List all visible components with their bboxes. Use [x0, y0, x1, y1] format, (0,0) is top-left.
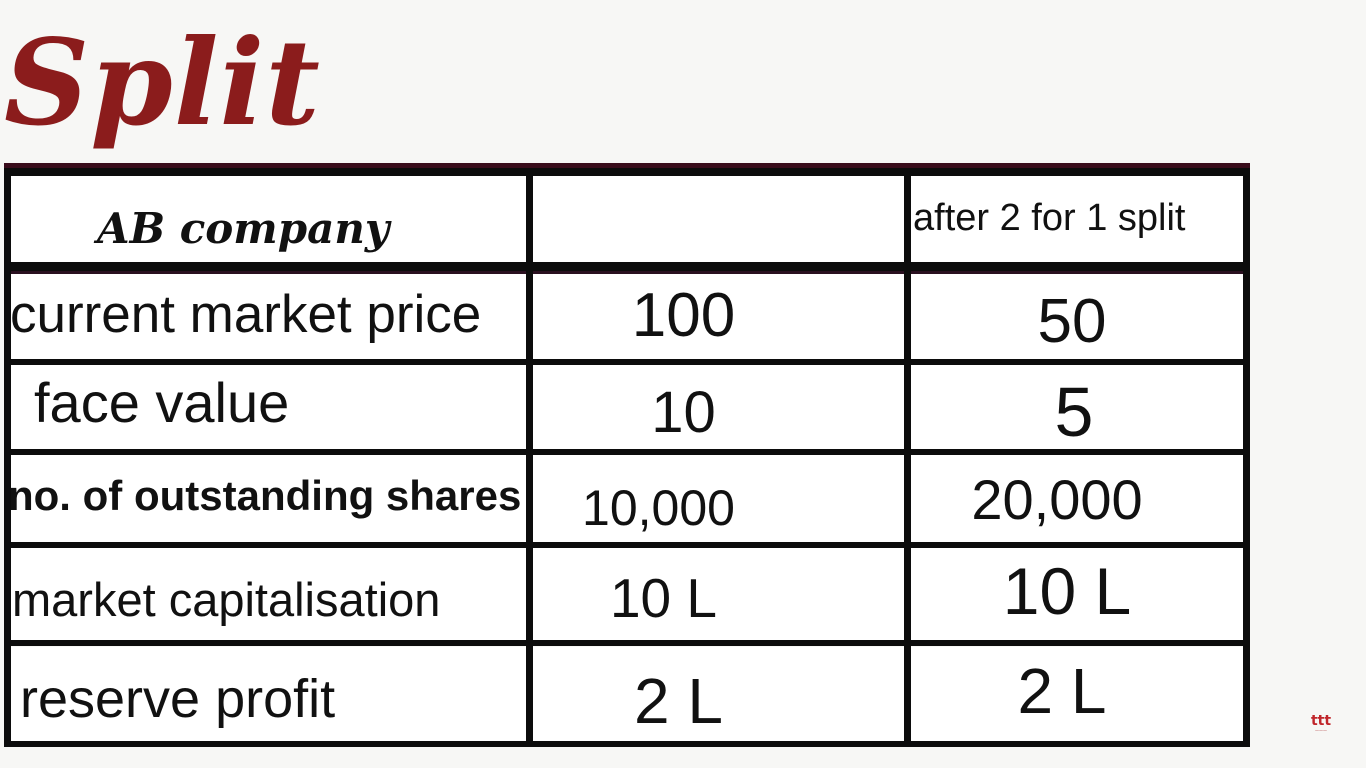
table-cell-after: 50 [911, 274, 1243, 360]
grid-line [4, 271, 1250, 274]
table-cell-before: 10 [533, 365, 904, 449]
table-cell-before: 10,000 [533, 455, 904, 542]
table-top-rule [4, 163, 1250, 168]
grid-line [4, 449, 1250, 455]
table-cell-after: 2 L [911, 647, 1243, 741]
header-before-cell [533, 176, 904, 262]
header-company: AB company [97, 203, 390, 253]
channel-logo: ttt ——— [1306, 714, 1336, 736]
table-row-label: face value [4, 365, 526, 449]
grid-line [4, 262, 1250, 271]
grid-line [904, 168, 911, 746]
grid-line [526, 168, 533, 746]
grid-line [4, 542, 1250, 548]
grid-line [4, 640, 1250, 646]
page-title: Split [4, 13, 321, 152]
table-cell-before: 100 [533, 274, 904, 360]
logo-tagline-icon: ——— [1315, 728, 1327, 733]
table-row-label: no. of outstanding shares [4, 455, 526, 542]
grid-line [4, 359, 1250, 365]
grid-line [1243, 168, 1250, 746]
grid-line [4, 168, 1250, 176]
table-cell-before: 2 L [533, 647, 904, 741]
table-row-label: market capitalisation [4, 548, 526, 640]
header-after: after 2 for 1 split [913, 197, 1186, 239]
table-row-label: reserve profit [4, 647, 526, 741]
header-after-cell: after 2 for 1 split [911, 176, 1243, 262]
table-cell-before: 10 L [533, 548, 904, 640]
header-company-cell: AB company [11, 176, 526, 262]
table-cell-after: 5 [911, 365, 1243, 449]
table-row-label: current market price [4, 274, 526, 360]
table-cell-after: 20,000 [911, 455, 1243, 542]
grid-line [4, 741, 1250, 747]
table-cell-after: 10 L [911, 548, 1243, 640]
grid-line [4, 168, 11, 746]
